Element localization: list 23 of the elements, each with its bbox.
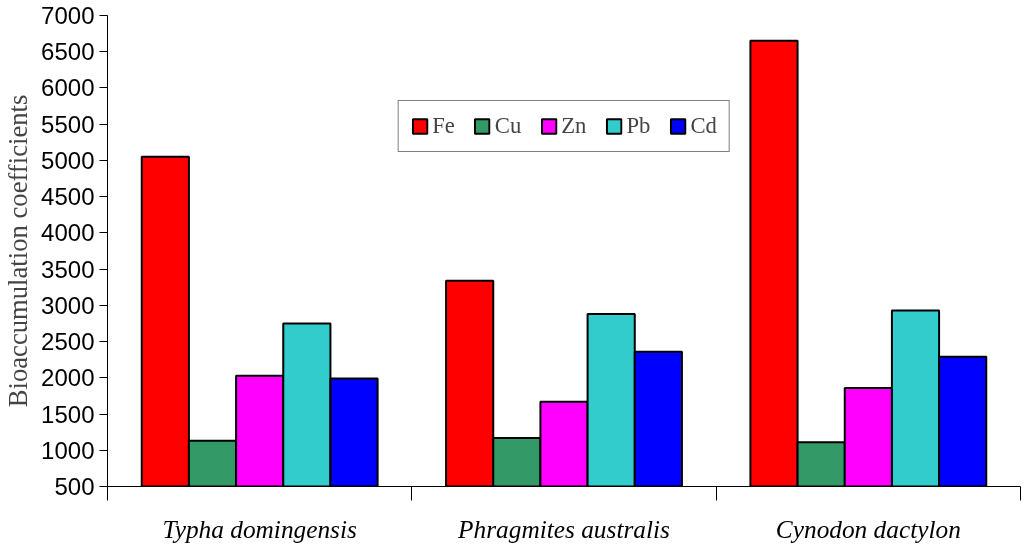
legend-label: Fe [432,113,455,139]
y-tick-label: 3000 [41,291,95,319]
y-tick-label: 6500 [41,38,95,66]
y-tick-label: 1500 [41,400,95,428]
x-tick-label: Typha domingensis [162,514,358,543]
y-tick-label: 2500 [41,328,95,356]
y-tick-label: 3500 [41,255,95,283]
y-tick-label: 500 [54,473,95,500]
legend-label: Pb [626,113,651,139]
y-axis-title: Bioaccumulation coefficients [3,94,34,408]
y-tick-label: 5500 [41,110,95,138]
legend-label: Cd [690,113,717,139]
y-tick-label: 5000 [41,146,95,174]
y-tick-label: 2000 [41,364,95,392]
y-tick-label: 4000 [41,219,95,247]
y-tick-label: 6000 [41,74,95,102]
x-tick-label: Cynodon dactylon [775,514,961,543]
legend-label: Zn [561,113,587,139]
y-tick-label: 4500 [41,183,95,211]
legend-label: Cu [494,113,522,139]
y-tick-label: 7000 [41,2,95,29]
y-tick-label: 1000 [41,436,95,464]
x-tick-label: Phragmites australis [457,514,671,543]
